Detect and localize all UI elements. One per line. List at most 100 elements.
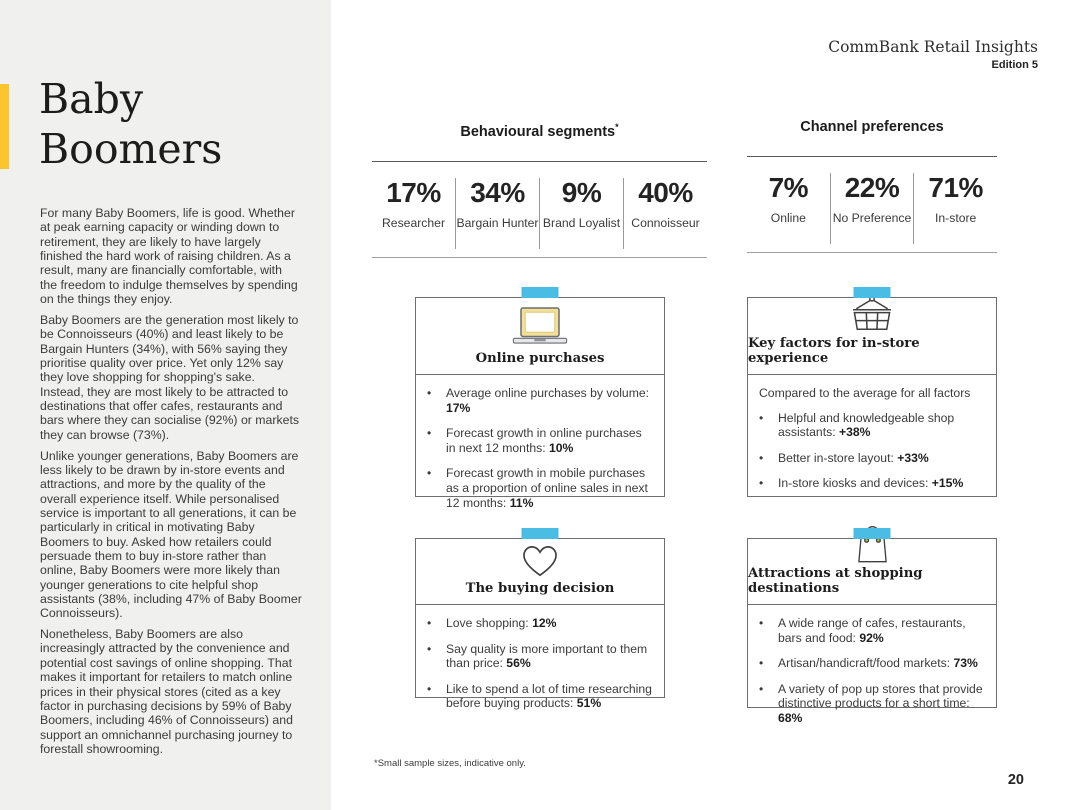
card-bullet-list: • A wide range of cafes, restaurants, bar… bbox=[748, 616, 986, 726]
card-header: Attractions at shopping destinations bbox=[748, 526, 996, 605]
card-bullet: • Forecast growth in mobile purchases as … bbox=[416, 466, 654, 510]
bullet-dot: • bbox=[759, 656, 764, 671]
bullet-dot: • bbox=[759, 616, 764, 630]
card-title: The buying decision bbox=[465, 581, 615, 596]
bullet-dot: • bbox=[759, 450, 764, 465]
card-body: • Love shopping: 12% • Say quality is more … bbox=[416, 605, 664, 711]
card-the-buying-decision: The buying decision • Love shopping: 12% • S… bbox=[415, 528, 665, 710]
bullet-text: Helpful and knowledgeable shop assistant… bbox=[778, 410, 955, 440]
document-header: CommBank Retail Insights Edition 5 bbox=[828, 38, 1038, 71]
card-tab bbox=[521, 287, 559, 298]
stat-divider bbox=[623, 177, 624, 249]
bullet-text: Forecast growth in mobile purchases as a… bbox=[446, 466, 648, 510]
card-online-purchases: Online purchases • Average online purchase… bbox=[415, 287, 665, 510]
card-attractions-at-shopping-destinations: Attractions at shopping destinations • A w… bbox=[747, 526, 997, 725]
brand-title: CommBank Retail Insights bbox=[828, 38, 1038, 56]
card-bullet-list: • Love shopping: 12% • Say quality is more … bbox=[416, 616, 654, 711]
bullet-text: Like to spend a lot of time researching … bbox=[446, 681, 652, 711]
card-bullet: • Say quality is more important to them t… bbox=[416, 642, 654, 671]
stat-item: 7% Online bbox=[747, 157, 830, 252]
behavioural-segments-title-text: Behavioural segments bbox=[460, 123, 616, 140]
card-intro: Compared to the average for all factors bbox=[759, 386, 971, 400]
bullet-text: Love shopping: 12% bbox=[446, 616, 557, 630]
stat-label: Brand Loyalist bbox=[542, 215, 621, 230]
page-number: 20 bbox=[1007, 772, 1024, 788]
stat-divider bbox=[455, 177, 456, 249]
stat-item: 71% In-store bbox=[914, 157, 997, 252]
page-title-line2: Boomers bbox=[39, 125, 223, 173]
card-bullet: • Love shopping: 12% bbox=[416, 616, 654, 631]
basket-icon bbox=[850, 290, 894, 333]
bullet-text: Say quality is more important to them th… bbox=[446, 641, 648, 671]
page-title: Baby Boomers bbox=[39, 74, 222, 174]
edition-label: Edition 5 bbox=[991, 59, 1038, 71]
card-title: Attractions at shopping destinations bbox=[748, 566, 923, 596]
card-bullet: • Better in-store layout: +33% bbox=[748, 451, 986, 466]
channel-preferences-title-text: Channel preferences bbox=[800, 119, 944, 135]
card-header: The buying decision bbox=[416, 539, 664, 605]
stat-label: Online bbox=[770, 211, 806, 225]
stat-label: In-store bbox=[935, 211, 977, 225]
card-bullet-list: • Average online purchases by volume: 17%… bbox=[416, 386, 654, 510]
page-title-line1: Baby bbox=[39, 75, 143, 123]
bullet-text: A wide range of cafes, restaurants, bars… bbox=[778, 616, 966, 645]
behavioural-segments-title: Behavioural segments* bbox=[372, 119, 707, 141]
stat-value: 22% bbox=[844, 172, 900, 203]
bullet-text: Better in-store layout: +33% bbox=[778, 450, 929, 465]
card-body: Compared to the average for all factors •… bbox=[748, 375, 996, 491]
stat-value: 9% bbox=[561, 176, 602, 208]
card-bullet: • Like to spend a lot of time researching… bbox=[416, 682, 654, 711]
stat-divider bbox=[539, 177, 540, 249]
behavioural-segments-section: Behavioural segments* 17% Researcher 34% Ba… bbox=[372, 119, 707, 258]
bullet-text: Average online purchases by volume: 17% bbox=[446, 386, 650, 415]
stat-label: No Preference bbox=[832, 211, 912, 225]
yellow-accent-bar bbox=[0, 84, 9, 169]
rule bbox=[372, 256, 707, 258]
stat-item: 34% Bargain Hunter bbox=[456, 162, 539, 257]
bullet-text: In-store kiosks and devices: +15% bbox=[778, 476, 964, 491]
laptop-icon bbox=[512, 298, 568, 348]
shopping-bag-icon bbox=[856, 519, 889, 563]
card-bullet: • Artisan/handicraft/food markets: 73% bbox=[748, 656, 986, 671]
stat-value: 71% bbox=[928, 172, 983, 203]
stat-value: 7% bbox=[768, 172, 809, 203]
sidebar: Baby Boomers For many Baby Boomers, life … bbox=[0, 0, 331, 810]
card-title: Online purchases bbox=[475, 351, 605, 366]
bullet-dot: • bbox=[759, 476, 764, 491]
channel-preferences-stats: 7% Online 22% No Preference 71% In-store bbox=[747, 157, 997, 252]
card-tab bbox=[521, 528, 559, 539]
stat-item: 17% Researcher bbox=[372, 162, 455, 257]
stat-divider bbox=[829, 173, 831, 244]
sidebar-paragraph: For many Baby Boomers, life is good. Whe… bbox=[40, 206, 298, 307]
card-key-factors-for-in-store-experience: Key factors for in-store experience Compa… bbox=[747, 287, 997, 497]
bullet-dot: • bbox=[759, 410, 764, 425]
rule bbox=[747, 252, 997, 253]
bullet-dot: • bbox=[427, 386, 432, 400]
card-bullet: • A wide range of cafes, restaurants, bar… bbox=[748, 616, 986, 645]
card-bullet: • Average online purchases by volume: 17% bbox=[416, 386, 654, 415]
bullet-dot: • bbox=[427, 466, 432, 481]
stat-item: 40% Connoisseur bbox=[624, 162, 707, 257]
bullet-dot: • bbox=[427, 616, 432, 630]
footnote: *Small sample sizes, indicative only. bbox=[374, 758, 526, 769]
behavioural-segments-stats: 17% Researcher 34% Bargain Hunter 9% Brand Lo… bbox=[372, 162, 707, 257]
card-bullet-list: • Helpful and knowledgeable shop assistan… bbox=[748, 411, 986, 491]
bullet-text: Forecast growth in online purchases in n… bbox=[446, 426, 642, 455]
bullet-dot: • bbox=[427, 641, 432, 656]
heart-icon bbox=[521, 539, 559, 578]
stat-value: 40% bbox=[638, 176, 693, 208]
card-bullet: • Forecast growth in online purchases in … bbox=[416, 426, 654, 455]
bullet-dot: • bbox=[427, 681, 432, 696]
card-bullet: • Helpful and knowledgeable shop assistan… bbox=[748, 411, 986, 440]
card-header: Online purchases bbox=[416, 298, 664, 375]
stat-item: 22% No Preference bbox=[831, 157, 914, 252]
channel-preferences-section: Channel preferences 7% Online 22% No Prefer… bbox=[747, 119, 997, 253]
card-body: • Average online purchases by volume: 17%… bbox=[416, 375, 664, 510]
footnote-marker: * bbox=[615, 122, 619, 132]
stat-value: 34% bbox=[470, 176, 525, 208]
stat-value: 17% bbox=[386, 176, 441, 208]
card-bullet: • In-store kiosks and devices: +15% bbox=[748, 476, 986, 491]
rule bbox=[747, 156, 997, 157]
stat-label: Connoisseur bbox=[631, 215, 700, 230]
